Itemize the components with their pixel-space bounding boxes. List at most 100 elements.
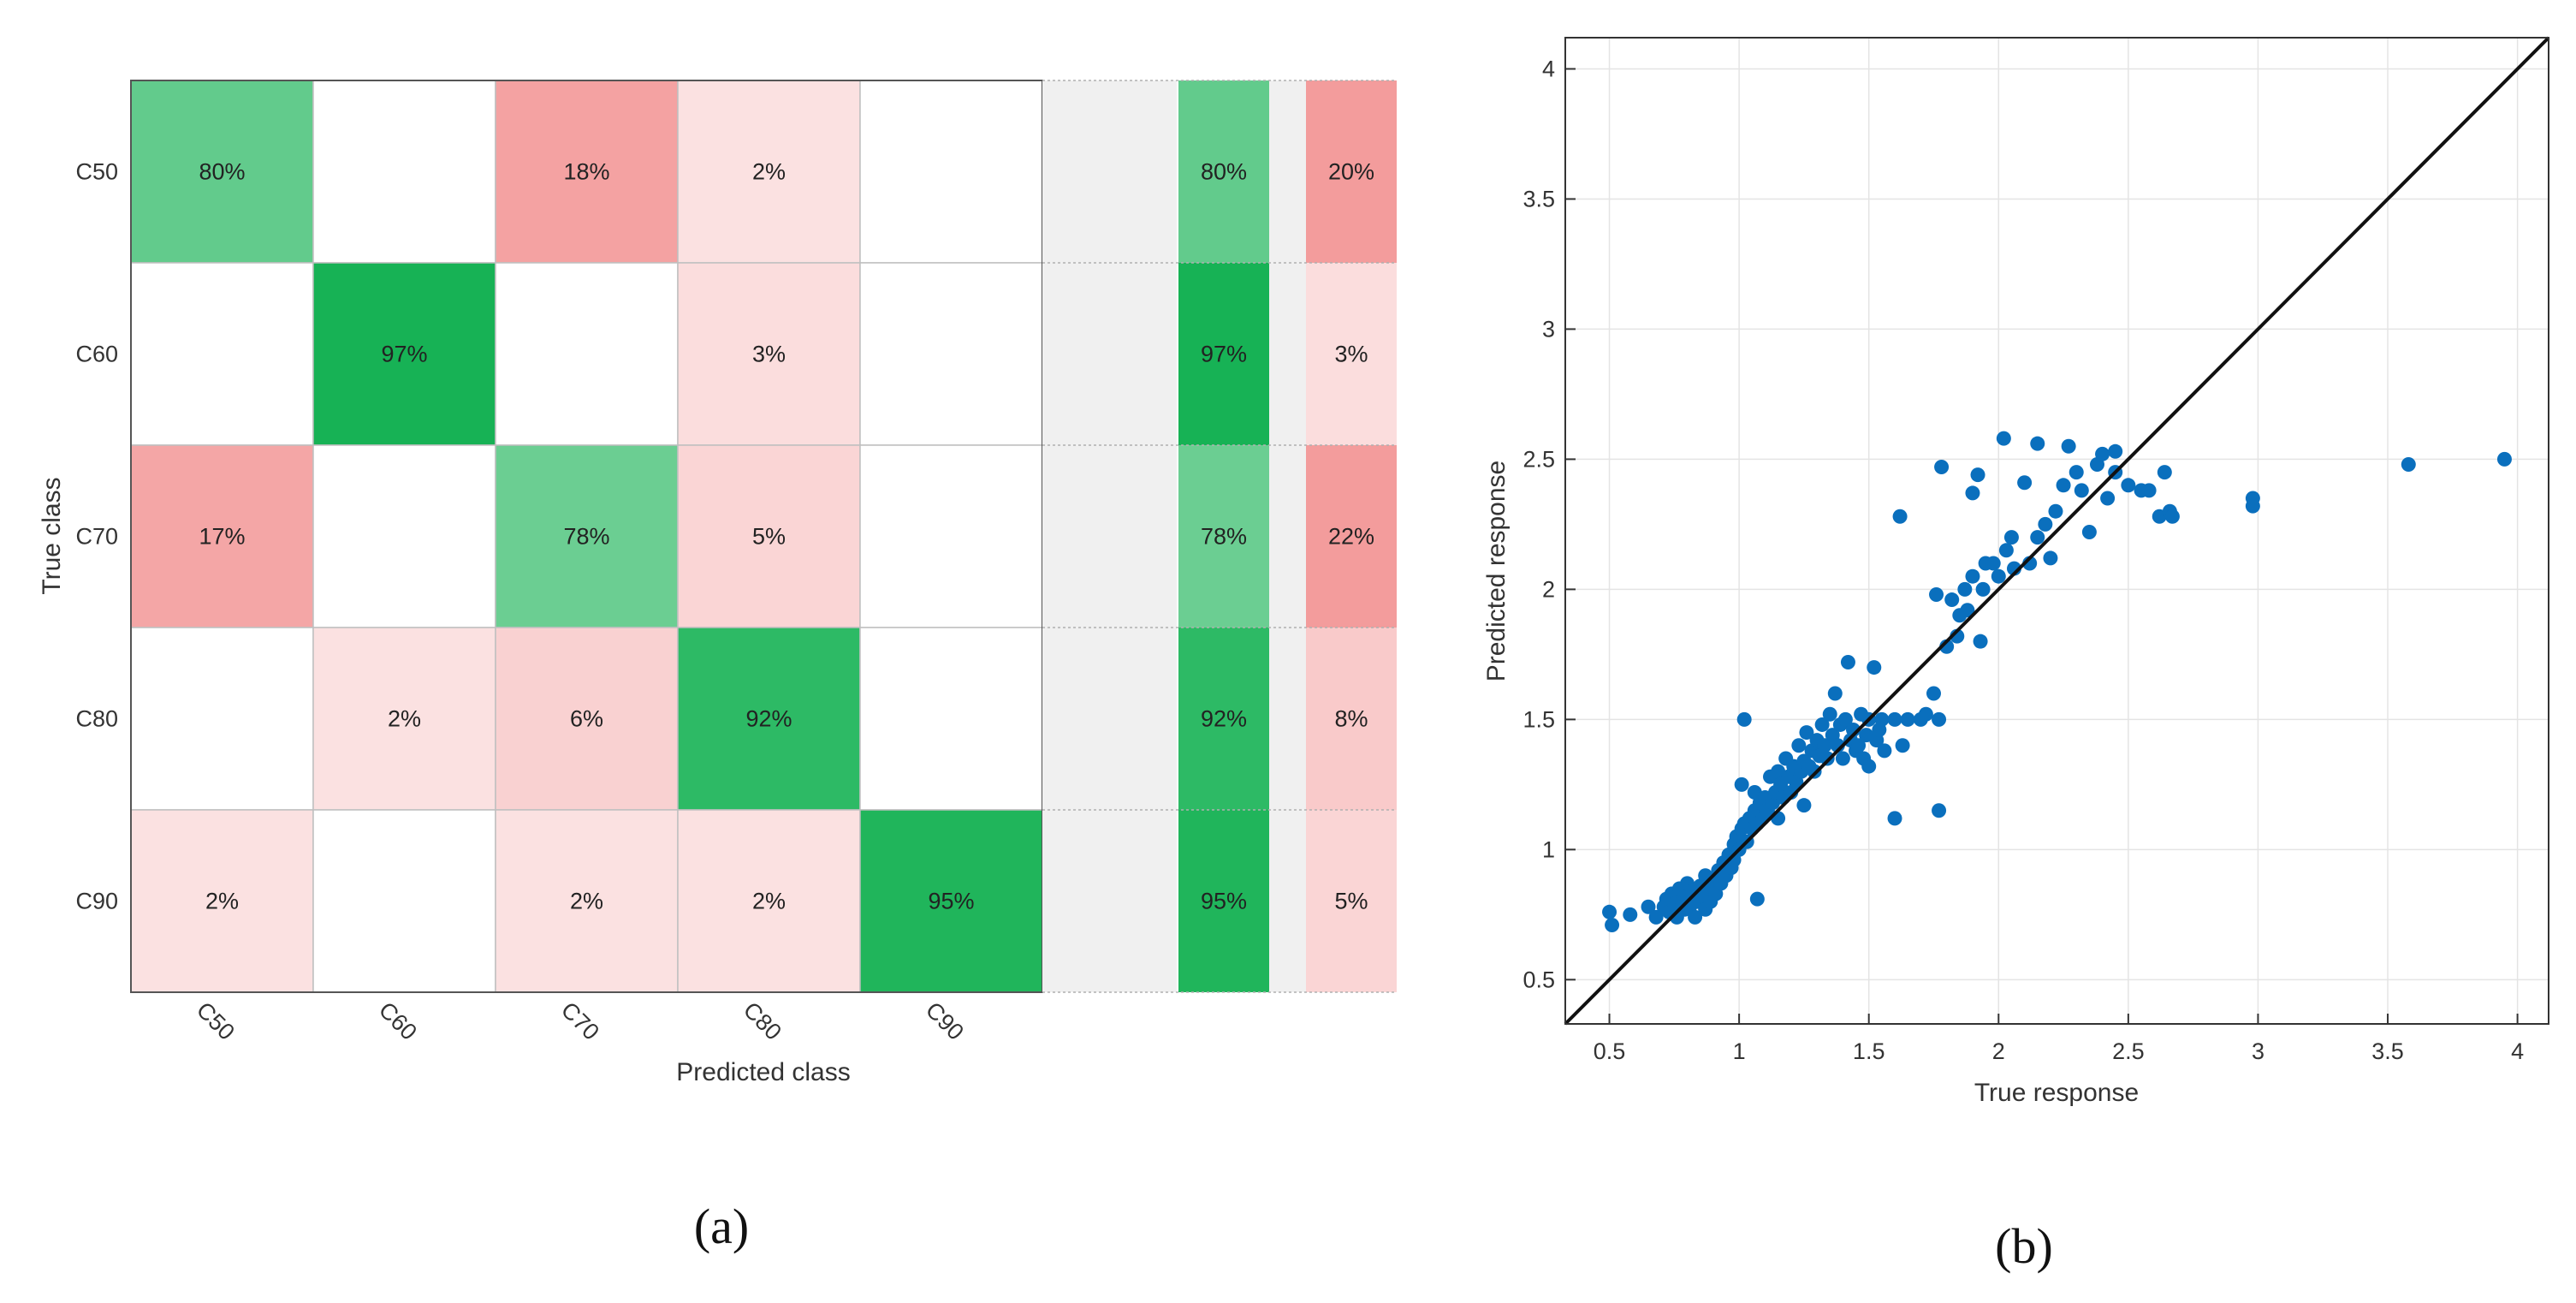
scatter-point-117 <box>1960 603 1975 618</box>
cm-tpr-cell-1 <box>1178 263 1269 445</box>
scatter-ytick-label: 4 <box>1542 56 1555 81</box>
scatter-point-121 <box>1973 634 1988 649</box>
cm-cell-label-r1-c3: 3% <box>752 342 786 367</box>
scatter-point-39 <box>1734 776 1749 792</box>
cm-fnr-cell-4 <box>1306 810 1397 992</box>
cm-cell-r2-c0 <box>130 444 314 628</box>
scatter-point-128 <box>2003 530 2019 545</box>
confusion-matrix-panel: 80% 18% 2% 97% 3% 17% 78% 5% 2% 6% 92% 2% 2% 2% 95% 80… <box>38 80 1397 1254</box>
cm-cell-r1-c0 <box>130 262 314 446</box>
scatter-point-110 <box>1929 586 1944 602</box>
cm-tpr-label-0: 80% <box>1201 159 1247 185</box>
cm-row-label-C70: C70 <box>75 524 118 550</box>
scatter-point-100 <box>1887 811 1902 826</box>
scatter-axes-frame <box>1564 37 2549 1025</box>
cm-tpr-cell-3 <box>1178 628 1269 810</box>
cm-cell-label-r4-c4: 95% <box>928 889 974 914</box>
scatter-point-113 <box>1944 592 1960 608</box>
scatter-point-106 <box>1918 706 1933 722</box>
scatter-ytick-label: 1.5 <box>1522 706 1555 732</box>
scatter-point-138 <box>2061 438 2076 454</box>
scatter-point-120 <box>1970 467 1985 483</box>
scatter-ytick-label: 2.5 <box>1522 446 1555 472</box>
cm-cell-r4-c0 <box>130 809 314 993</box>
cm-xlabel: Predicted class <box>676 1058 850 1086</box>
scatter-ylabel: Predicted response <box>1482 461 1511 682</box>
cm-cell-label-r3-c2: 6% <box>570 706 603 732</box>
cm-spacer-column <box>1042 80 1177 992</box>
scatter-ytick-label: 2 <box>1542 576 1555 602</box>
cm-cell-r4-c1 <box>312 809 496 993</box>
cm-col-label-C50: C50 <box>192 997 240 1045</box>
scatter-point-84 <box>1837 711 1853 727</box>
scatter-point-104 <box>1900 711 1915 727</box>
cm-cell-r4-c3 <box>677 809 861 993</box>
scatter-point-127 <box>1998 543 2014 558</box>
scatter-point-85 <box>1840 654 1855 669</box>
scatter-ytick-label: 3 <box>1542 316 1555 342</box>
cm-spacer-column-narrow <box>1269 80 1306 992</box>
scatter-point-65 <box>1791 738 1807 753</box>
cm-col-label-C80: C80 <box>739 997 786 1045</box>
cm-tpr-label-2: 78% <box>1201 524 1247 550</box>
cm-col-label-C70: C70 <box>556 997 604 1045</box>
scatter-point-98 <box>1874 711 1890 727</box>
cm-cell-r4-c2 <box>495 809 679 993</box>
cm-col-label-C90: C90 <box>921 997 969 1045</box>
scatter-ytick-label: 3.5 <box>1522 186 1555 211</box>
cm-cell-r1-c3 <box>677 262 861 446</box>
cm-fnr-cell-0 <box>1306 80 1397 263</box>
scatter-point-75 <box>1814 717 1830 732</box>
scatter-point-144 <box>2100 491 2116 506</box>
panel-label-b: (b) <box>1995 1218 2053 1274</box>
cm-cell-label-r4-c0: 2% <box>205 889 239 914</box>
cm-row-label-C60: C60 <box>75 342 118 367</box>
cm-fnr-label-0: 20% <box>1328 159 1374 185</box>
scatter-xtick-label: 2 <box>1992 1038 2005 1064</box>
scatter-point-89 <box>1851 738 1867 753</box>
cm-cell-label-r2-c0: 17% <box>199 524 245 550</box>
scatter-point-118 <box>1965 568 1980 584</box>
scatter-point-99 <box>1877 743 1892 759</box>
cm-row-label-C50: C50 <box>75 159 118 185</box>
cm-cell-label-r3-c3: 92% <box>745 706 792 732</box>
scatter-point-136 <box>2048 503 2063 519</box>
scatter-point-83 <box>1835 751 1850 766</box>
cm-fnr-cell-3 <box>1306 628 1397 810</box>
scatter-point-156 <box>2401 456 2416 472</box>
scatter-point-107 <box>1926 686 1941 701</box>
confusion-matrix-rate-columns: 80% 20% 97% 3% 78% 22% 92% 8% 95% 5% <box>1042 80 1397 993</box>
scatter-point-4 <box>1648 909 1664 925</box>
scatter-point-76 <box>1817 738 1832 753</box>
cm-cell-label-r4-c3: 2% <box>752 889 786 914</box>
scatter-point-126 <box>1996 431 2011 446</box>
scatter-point-143 <box>2095 446 2110 461</box>
cm-tpr-cell-0 <box>1178 80 1269 263</box>
scatter-point-147 <box>2121 478 2136 493</box>
scatter-point-78 <box>1822 706 1837 722</box>
scatter-point-130 <box>2017 475 2033 491</box>
scatter-xtick-label: 4 <box>2511 1038 2524 1064</box>
cm-cell-label-r3-c1: 2% <box>388 706 421 732</box>
cm-cell-r1-c1 <box>312 262 496 446</box>
scatter-point-111 <box>1934 460 1950 475</box>
scatter-point-133 <box>2030 436 2045 451</box>
scatter-xtick-label: 3.5 <box>2371 1038 2404 1064</box>
scatter-point-95 <box>1867 660 1882 675</box>
scatter-point-72 <box>1807 764 1822 779</box>
scatter-point-18 <box>1688 909 1703 925</box>
cm-tpr-cell-4 <box>1178 810 1269 992</box>
scatter-xtick-label: 2.5 <box>2112 1038 2145 1064</box>
cm-cell-r2-c3 <box>677 444 861 628</box>
cm-cell-label-r0-c3: 2% <box>752 159 786 185</box>
scatter-point-137 <box>2056 478 2071 493</box>
scatter-point-1 <box>1605 917 1620 932</box>
cm-row-label-C80: C80 <box>75 706 118 732</box>
scatter-tick-labels: 0.5 1 1.5 2 2.5 3 3.5 4 0.5 1 1.5 2 2.5 3 3.5 4 <box>1522 56 2524 1064</box>
cm-cell-label-r1-c1: 97% <box>381 342 427 367</box>
scatter-xtick-label: 1 <box>1733 1038 1746 1064</box>
scatter-xtick-label: 3 <box>2252 1038 2264 1064</box>
cm-cell-r1-c4 <box>859 262 1043 446</box>
scatter-point-119 <box>1965 485 1980 501</box>
